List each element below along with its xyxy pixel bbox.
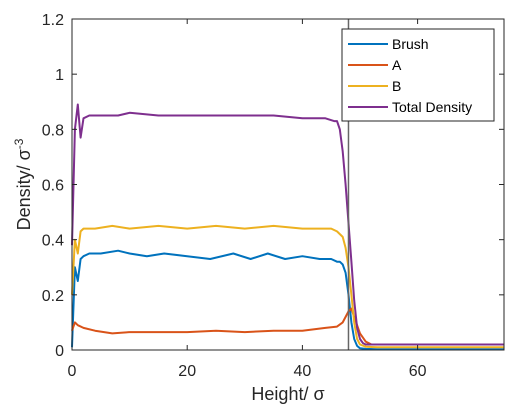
y-tick-label: 0.4	[42, 233, 64, 250]
y-tick-label: 0	[55, 343, 64, 360]
series-layer	[71, 103, 504, 351]
legend-label-2: B	[392, 78, 401, 94]
x-tick-label: 0	[68, 363, 77, 380]
y-tick-label: 0.8	[42, 122, 64, 139]
legend: Brush AB Total Density	[341, 28, 495, 122]
y-tick-label: 1.2	[42, 12, 64, 29]
y-axis-label-main: Density/ σ	[14, 149, 34, 230]
series-line-0	[71, 249, 504, 351]
legend-label-3: Total Density	[392, 99, 472, 115]
x-tick-label: 40	[294, 363, 312, 380]
x-tick-label: 20	[178, 363, 196, 380]
x-axis-label: Height/ σ	[251, 384, 324, 404]
y-tick-label: 0.2	[42, 288, 64, 305]
y-axis-ticks: 0 0.2 0.4 0.6 0.8 1 1.2	[42, 12, 504, 360]
x-axis-ticks: 0 20 40 60	[68, 19, 427, 380]
y-tick-label: 1	[55, 67, 64, 84]
series-line-3	[71, 103, 504, 346]
y-axis-label-superscript: -3	[12, 138, 26, 149]
x-tick-label: 60	[409, 363, 427, 380]
y-axis-label: Density/ σ-3	[12, 138, 34, 230]
series-line-1	[71, 307, 504, 346]
legend-label-1: A	[392, 57, 402, 73]
series-line-2	[71, 224, 504, 349]
y-tick-label: 0.6	[42, 178, 64, 195]
legend-label-0: Brush	[392, 36, 429, 52]
